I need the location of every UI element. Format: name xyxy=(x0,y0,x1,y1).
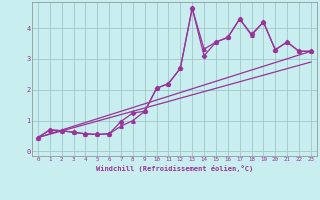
X-axis label: Windchill (Refroidissement éolien,°C): Windchill (Refroidissement éolien,°C) xyxy=(96,165,253,172)
